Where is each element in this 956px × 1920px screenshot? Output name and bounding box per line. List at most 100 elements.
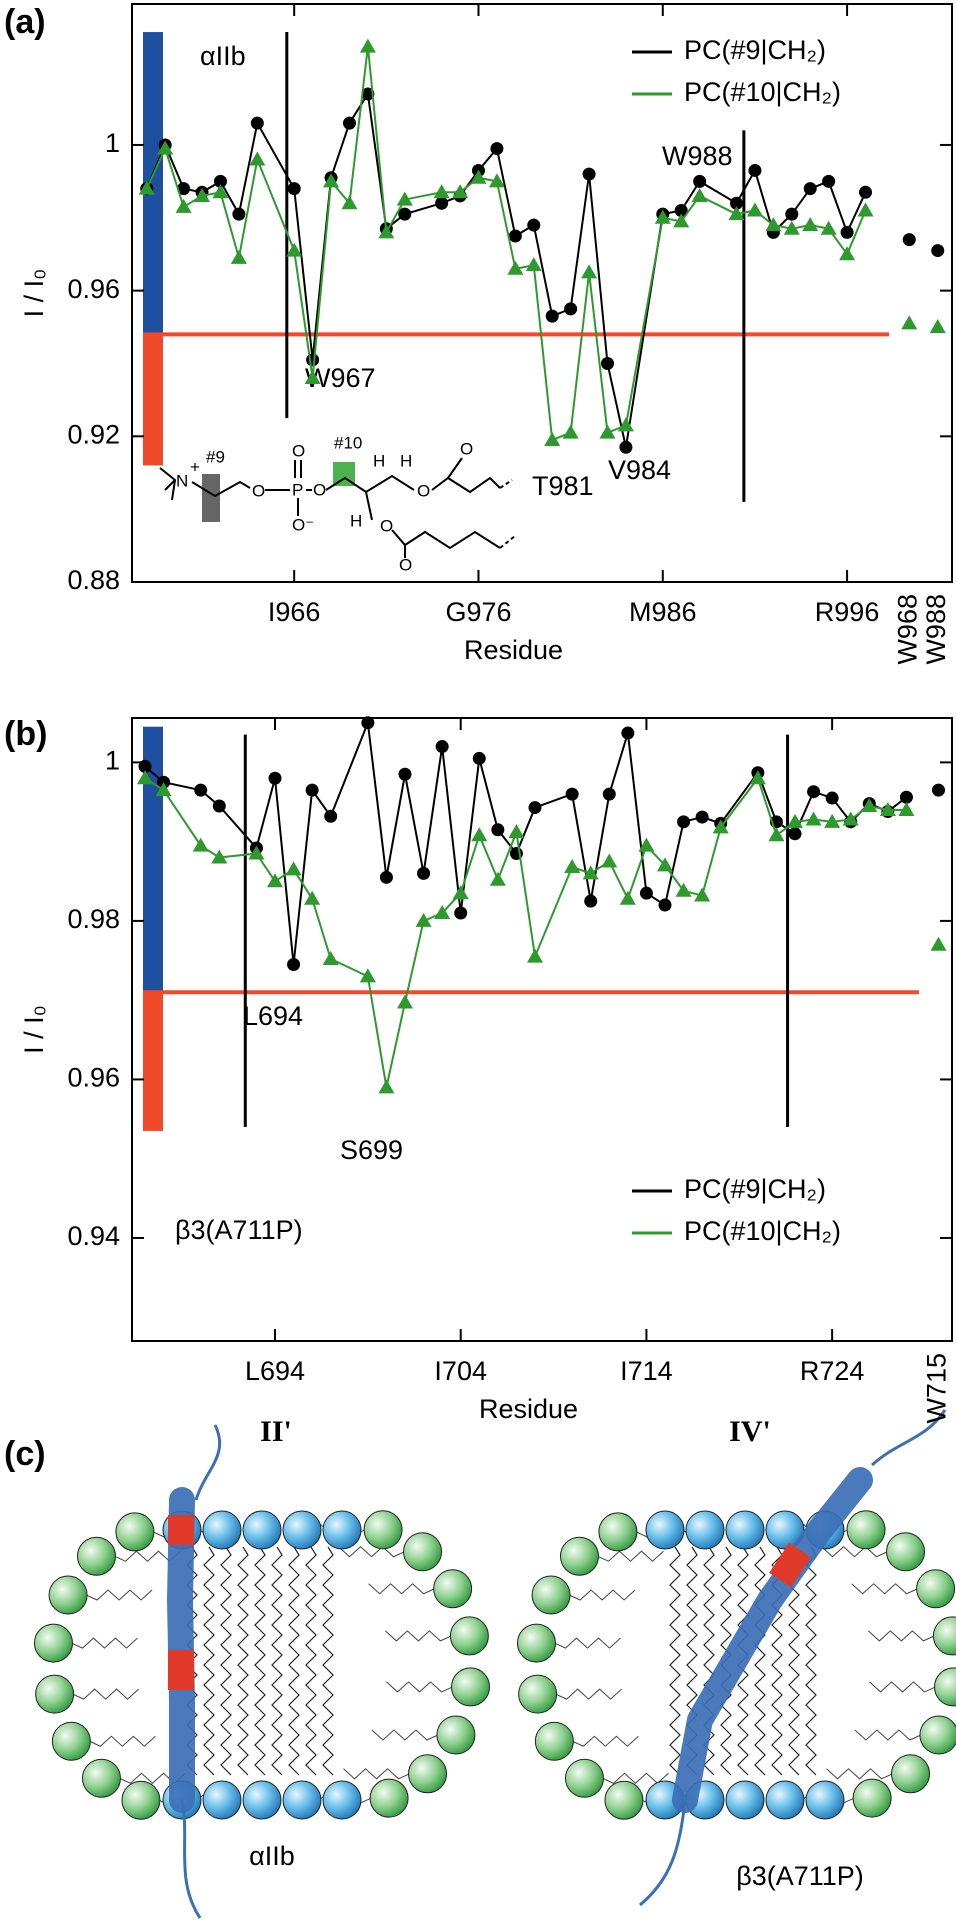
x-tick-label: W988 <box>921 594 951 665</box>
marker <box>397 994 413 1009</box>
bond <box>191 480 251 498</box>
series-line <box>145 91 867 448</box>
lipid-head <box>369 1778 409 1818</box>
lipid-head <box>433 1569 473 1609</box>
x-tick-label: R724 <box>800 1356 865 1386</box>
lipid-head <box>408 1754 448 1794</box>
marker <box>138 759 152 773</box>
marker <box>807 785 821 799</box>
marker <box>658 898 672 912</box>
lipid-structure <box>159 457 516 558</box>
marker <box>654 209 671 224</box>
bond <box>164 479 176 491</box>
marker <box>803 182 817 196</box>
loop <box>180 1799 202 1919</box>
lipid-head <box>564 1758 604 1798</box>
diagram-label: αIIb <box>249 1841 295 1871</box>
marker <box>359 38 376 53</box>
marker <box>565 787 579 801</box>
marker <box>617 417 634 432</box>
marker <box>749 770 766 785</box>
annotation: W988 <box>662 141 733 171</box>
annotation: V984 <box>608 455 671 485</box>
lipid-head <box>35 1674 75 1714</box>
marker <box>488 173 505 188</box>
marker <box>527 948 543 963</box>
marker <box>675 882 692 897</box>
bond <box>365 491 373 521</box>
marker <box>434 904 451 919</box>
lipid-head <box>202 1510 242 1550</box>
lipid-head <box>725 1510 765 1550</box>
marker <box>901 315 918 330</box>
marker <box>768 827 785 842</box>
marker <box>211 849 228 864</box>
lipid-head <box>852 1778 892 1818</box>
structure-label: O⁻ <box>292 515 314 534</box>
marker <box>545 309 559 323</box>
marker <box>435 196 449 210</box>
x-tick-label: M986 <box>629 597 697 627</box>
marker <box>902 233 916 247</box>
marker <box>285 861 302 876</box>
lipid-head <box>685 1510 725 1550</box>
structure-label: H <box>350 511 362 530</box>
marker <box>564 302 578 316</box>
lipid-tail <box>271 1546 283 1776</box>
marker <box>378 1079 395 1094</box>
marker <box>489 871 506 886</box>
y-tick-label: 0.92 <box>67 419 120 449</box>
marker <box>491 823 505 837</box>
marker <box>861 797 878 812</box>
annotation: S699 <box>340 1135 403 1165</box>
marker <box>157 140 174 155</box>
marker <box>564 859 581 874</box>
marker <box>342 116 356 130</box>
lipid-head <box>516 1623 556 1663</box>
marker <box>602 787 616 801</box>
bond <box>391 529 501 550</box>
lipid-head <box>121 1780 161 1820</box>
lipid-head <box>242 1510 282 1550</box>
marker <box>929 319 946 334</box>
marker <box>932 783 945 797</box>
panel-label: (b) <box>4 715 47 753</box>
lipid-head <box>115 1512 155 1552</box>
lipid-head <box>891 1754 931 1794</box>
y-axis-label: I / I₀ <box>19 1005 49 1054</box>
lipid-head <box>919 1715 956 1755</box>
bond <box>431 476 501 494</box>
marker <box>213 174 227 188</box>
annotation: β3(A711P) <box>175 1215 303 1245</box>
marker <box>785 207 799 221</box>
marker <box>323 173 340 188</box>
marker <box>175 198 192 213</box>
lipid-tail <box>203 1546 215 1776</box>
marker <box>899 790 913 804</box>
marker <box>490 142 504 156</box>
marker <box>192 837 209 852</box>
marker <box>230 249 247 264</box>
marker <box>435 740 449 754</box>
marker <box>379 870 393 884</box>
marker <box>398 767 412 781</box>
y-tick-label: 0.96 <box>67 274 120 304</box>
lipid-tail <box>868 1630 935 1642</box>
marker <box>802 217 819 232</box>
y-tick-label: 1 <box>105 128 120 158</box>
lipid-tail <box>220 1546 232 1776</box>
diagram-label: β3(A711P) <box>736 1861 864 1891</box>
lipid-head <box>886 1532 926 1572</box>
marker <box>857 202 874 217</box>
structure-label: O <box>380 516 393 535</box>
marker <box>378 224 395 239</box>
structure-label: #10 <box>334 433 362 452</box>
lipid-head <box>449 1616 489 1656</box>
marker <box>619 440 633 454</box>
indicator-bar <box>143 334 163 466</box>
lipid-tail <box>821 1546 888 1558</box>
marker <box>138 180 155 195</box>
marker <box>472 751 486 765</box>
diagram-label: II' <box>260 1415 292 1448</box>
structure-label: + <box>190 457 200 476</box>
